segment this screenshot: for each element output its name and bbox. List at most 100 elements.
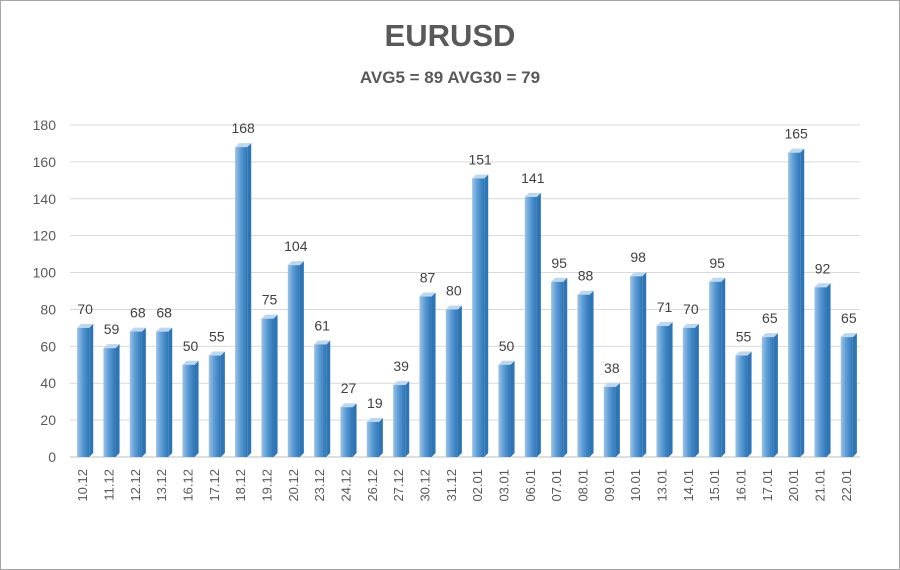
bar-top [419, 292, 436, 297]
bar-top [445, 305, 462, 310]
bar-side [536, 192, 541, 457]
bar-side [484, 174, 489, 457]
bar [103, 348, 116, 457]
bar-top [156, 327, 173, 332]
y-tick-label: 80 [40, 301, 56, 317]
data-label: 88 [578, 268, 594, 284]
bar [735, 355, 748, 457]
bar [551, 281, 564, 457]
data-label: 50 [499, 338, 515, 354]
y-tick-label: 0 [48, 449, 56, 465]
data-label: 165 [784, 126, 808, 142]
data-label: 61 [314, 317, 330, 333]
bar [261, 318, 274, 457]
chart-subtitle: AVG5 = 89 AVG30 = 79 [359, 68, 541, 87]
x-tick-label: 17.01 [760, 469, 775, 502]
data-label: 87 [420, 270, 436, 286]
bar-top [709, 277, 726, 282]
bar [761, 337, 774, 457]
bar-side [247, 143, 252, 457]
bar-top [735, 351, 752, 356]
bar-top [472, 174, 489, 179]
bar [788, 152, 801, 457]
data-label: 55 [736, 329, 752, 345]
x-tick-label: 09.01 [602, 469, 617, 502]
bar-top [393, 381, 410, 386]
bar-top [208, 351, 225, 356]
data-label: 65 [762, 310, 778, 326]
x-tick-label: 16.12 [181, 469, 196, 502]
x-tick-label: 15.01 [707, 469, 722, 502]
bar-top [814, 283, 831, 288]
bar-side [89, 323, 94, 457]
x-tick-label: 23.12 [312, 469, 327, 502]
x-tick-label: 19.12 [260, 469, 275, 502]
bar-side [194, 360, 199, 457]
bar-side [141, 327, 146, 457]
bar-top [340, 403, 357, 408]
data-label: 38 [604, 360, 620, 376]
bar-side [510, 360, 515, 457]
bar-side [457, 305, 462, 457]
data-label: 75 [262, 292, 278, 308]
x-tick-label: 03.01 [497, 469, 512, 502]
data-label: 55 [209, 329, 225, 345]
y-tick-label: 20 [40, 412, 56, 428]
bar-side [668, 322, 673, 457]
bar [419, 296, 432, 457]
bar-side [747, 351, 752, 457]
bar [393, 385, 406, 457]
x-tick-label: 08.01 [576, 469, 591, 502]
x-tick-label: 10.12 [75, 469, 90, 502]
bar-top [788, 148, 805, 153]
bar-side [694, 323, 699, 457]
bar-side [773, 333, 778, 457]
x-tick-label: 20.12 [286, 469, 301, 502]
bar-side [352, 403, 357, 457]
bar-side [721, 277, 726, 457]
bar-side [563, 277, 568, 457]
data-label: 92 [815, 260, 831, 276]
bar-top [366, 417, 383, 422]
bar [840, 337, 853, 457]
data-label: 19 [367, 395, 383, 411]
bar-top [182, 360, 199, 365]
bar [498, 364, 511, 457]
x-tick-label: 02.01 [470, 469, 485, 502]
bar-side [589, 290, 594, 457]
x-tick-label: 20.01 [786, 469, 801, 502]
x-tick-label: 24.12 [339, 469, 354, 502]
y-tick-label: 180 [33, 117, 57, 133]
x-tick-label: 22.01 [839, 469, 854, 502]
data-label: 70 [683, 301, 699, 317]
bar [77, 327, 90, 457]
bar-top [77, 323, 94, 328]
bar-top [235, 143, 252, 148]
x-tick-label: 31.12 [444, 469, 459, 502]
bar-side [220, 351, 225, 457]
x-tick-label: 17.12 [207, 469, 222, 502]
bar [656, 326, 669, 457]
bar-side [615, 382, 620, 457]
bar-top [498, 360, 515, 365]
y-tick-label: 140 [33, 191, 57, 207]
data-label: 141 [521, 170, 545, 186]
bar [156, 331, 169, 457]
bar-top [603, 382, 620, 387]
bar-top [551, 277, 568, 282]
data-label: 27 [341, 380, 357, 396]
bar [287, 265, 300, 457]
bar [235, 147, 248, 457]
y-tick-label: 160 [33, 154, 57, 170]
bar [208, 355, 221, 457]
x-tick-label: 10.01 [628, 469, 643, 502]
bar-top [524, 192, 541, 197]
y-tick-label: 40 [40, 375, 56, 391]
x-tick-label: 12.12 [128, 469, 143, 502]
bar-side [800, 148, 805, 457]
bar [709, 281, 722, 457]
bar-side [378, 417, 383, 457]
bar-side [431, 292, 436, 457]
data-label: 70 [77, 301, 93, 317]
